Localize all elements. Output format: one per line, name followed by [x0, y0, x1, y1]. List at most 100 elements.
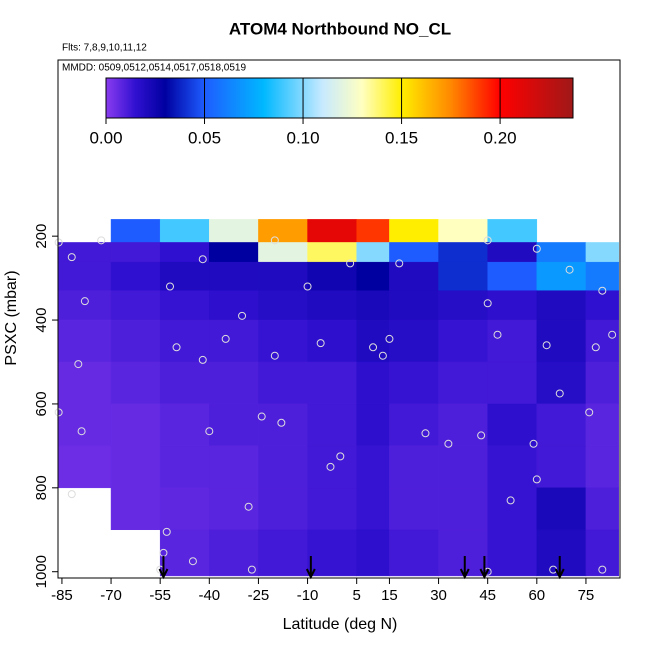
x-tick-label: 15	[381, 587, 398, 604]
sample-point	[532, 244, 541, 253]
heat-cell	[209, 219, 259, 243]
heat-cell	[585, 445, 619, 489]
sample-point	[378, 351, 387, 360]
heat-cell	[110, 361, 161, 405]
heat-cell	[209, 290, 259, 321]
heat-cell	[438, 319, 488, 363]
heat-cell	[356, 319, 390, 363]
heat-cell	[389, 487, 439, 531]
colorbar-tick-label: 0.00	[89, 128, 122, 147]
heat-cell	[356, 261, 390, 291]
sample-point	[270, 351, 279, 360]
x-tick-label: -55	[149, 587, 171, 604]
heat-cell	[585, 361, 619, 405]
heat-cell	[209, 445, 259, 489]
x-tick-label: -70	[100, 587, 122, 604]
heat-cell	[110, 403, 161, 447]
heat-cell	[487, 529, 538, 577]
heat-cell	[536, 242, 587, 263]
sample-point	[67, 253, 76, 262]
heat-cell	[159, 529, 210, 577]
sample-point	[477, 431, 486, 440]
colorbar	[105, 77, 574, 119]
heat-cell	[487, 261, 538, 291]
heat-cell	[307, 445, 357, 489]
sample-point	[172, 343, 181, 352]
x-tick-label: -85	[51, 587, 73, 604]
heat-cell	[258, 361, 308, 405]
heat-cell	[356, 529, 390, 577]
heat-cell	[307, 290, 357, 321]
sample-point	[67, 490, 76, 499]
heat-cell	[209, 487, 259, 531]
heat-cell	[58, 361, 112, 405]
sample-point	[555, 389, 564, 398]
sample-point	[421, 429, 430, 438]
heat-cell	[536, 361, 587, 405]
heat-cell	[159, 242, 210, 263]
heat-cell	[258, 319, 308, 363]
heat-cell	[159, 261, 210, 291]
annotation: MMDD: 0509,0512,0514,0517,0518,0519	[62, 63, 246, 74]
heat-cell	[536, 319, 587, 363]
y-axis-label: PSXC (mbar)	[3, 270, 20, 365]
heat-cell	[356, 403, 390, 447]
sample-point	[54, 408, 63, 417]
y-tick-label: 600	[33, 391, 50, 416]
heat-cell	[438, 361, 488, 405]
heat-cell	[585, 261, 619, 291]
sample-point	[166, 282, 175, 291]
heat-cell	[159, 290, 210, 321]
heat-cell	[258, 445, 308, 489]
heat-cell	[487, 403, 538, 447]
heat-cell	[307, 529, 357, 577]
heat-cell	[438, 219, 488, 243]
sample-point	[444, 439, 453, 448]
heat-cell	[159, 319, 210, 363]
heat-cell	[389, 290, 439, 321]
sample-point	[80, 297, 89, 306]
sample-point	[532, 475, 541, 484]
heat-cell	[585, 319, 619, 363]
heat-cell	[438, 242, 488, 263]
x-tick-label: 75	[578, 587, 595, 604]
heat-cell	[389, 403, 439, 447]
heat-cell	[356, 361, 390, 405]
y-tick-label: 1000	[33, 555, 50, 588]
flight-arrow	[479, 556, 490, 580]
heat-cell	[389, 445, 439, 489]
heat-cell	[585, 529, 619, 577]
heat-cell	[438, 529, 488, 577]
sample-point	[270, 236, 279, 245]
heat-cell	[487, 361, 538, 405]
heat-cell	[110, 219, 161, 243]
sample-point	[598, 565, 607, 574]
heat-cell	[209, 529, 259, 577]
sample-point	[493, 330, 502, 339]
heat-cell	[487, 290, 538, 321]
heat-cell	[487, 319, 538, 363]
heat-cell	[209, 242, 259, 263]
heat-cell	[585, 290, 619, 321]
heat-cell	[58, 319, 112, 363]
heat-cell	[209, 361, 259, 405]
sample-point	[542, 341, 551, 350]
sample-point	[369, 343, 378, 352]
heat-cell	[536, 403, 587, 447]
y-tick-label: 800	[33, 475, 50, 500]
heat-cell	[159, 487, 210, 531]
sample-point	[198, 355, 207, 364]
sample-point	[483, 299, 492, 308]
heat-cell	[487, 219, 538, 243]
sample-point	[506, 496, 515, 505]
x-tick-label: -10	[297, 587, 319, 604]
heat-cell	[536, 445, 587, 489]
x-tick-label: 60	[528, 587, 545, 604]
sample-point	[244, 502, 253, 511]
colorbar-tick-label: 0.10	[286, 128, 319, 147]
sample-point	[77, 427, 86, 436]
sample-point	[303, 282, 312, 291]
heat-cell	[487, 445, 538, 489]
sample-point	[483, 236, 492, 245]
